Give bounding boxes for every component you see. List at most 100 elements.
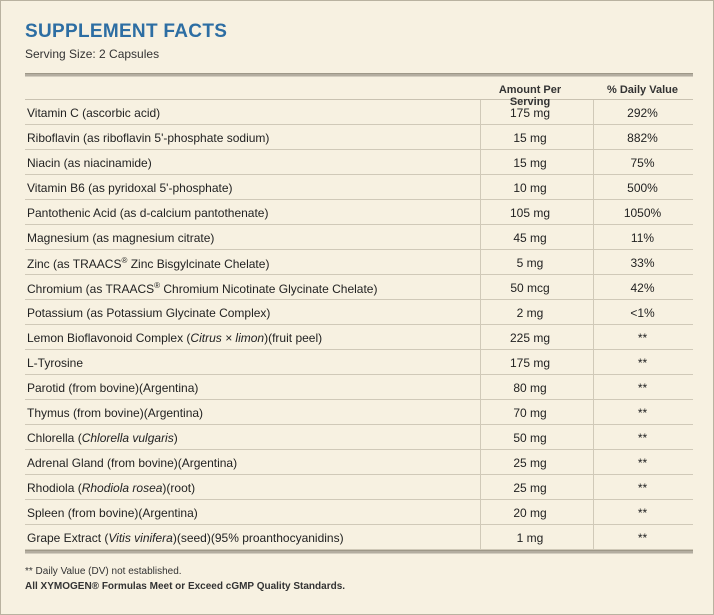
column-divider — [480, 525, 481, 549]
latin-name: Vitis vinifera — [108, 531, 173, 545]
table-row: Parotid (from bovine)(Argentina) 80 mg ** — [25, 375, 693, 400]
daily-value: ** — [637, 456, 648, 470]
column-divider — [593, 300, 594, 324]
column-divider — [593, 275, 594, 299]
ingredient-text: Potassium (as Potassium Glycinate Comple… — [27, 306, 271, 320]
ingredient-name: Potassium (as Potassium Glycinate Comple… — [27, 306, 270, 320]
header-daily-value: % Daily Value — [607, 84, 678, 96]
table-row: Vitamin B6 (as pyridoxal 5'-phosphate) 10… — [25, 175, 693, 200]
amount-per-serving: 25 mg — [513, 481, 547, 495]
serving-size: Serving Size: 2 Capsules — [25, 47, 160, 61]
column-divider — [593, 475, 594, 499]
column-divider — [480, 275, 481, 299]
ingredient-text: Rhodiola ( — [27, 481, 82, 495]
table-row: Niacin (as niacinamide) 15 mg 75% — [25, 150, 693, 175]
table-row: Magnesium (as magnesium citrate) 45 mg 11% — [25, 225, 693, 250]
amount-per-serving: 50 mcg — [510, 281, 550, 295]
amount-per-serving: 15 mg — [513, 131, 547, 145]
ingredient-text: Magnesium (as magnesium citrate) — [27, 231, 215, 245]
column-divider — [480, 375, 481, 399]
ingredient-text: Riboflavin (as riboflavin 5'-phosphate s… — [27, 131, 270, 145]
table-row: Grape Extract (Vitis vinifera)(seed)(95%… — [25, 525, 693, 550]
amount-per-serving: 15 mg — [513, 156, 547, 170]
daily-value: ** — [637, 431, 648, 445]
daily-value: 33% — [630, 256, 655, 270]
table-row: Pantothenic Acid (as d-calcium pantothen… — [25, 200, 693, 225]
latin-name: Citrus × limon — [190, 331, 265, 345]
column-divider — [480, 400, 481, 424]
column-divider — [480, 125, 481, 149]
daily-value: ** — [637, 531, 648, 545]
table-row: Adrenal Gland (from bovine)(Argentina) 25… — [25, 450, 693, 475]
column-divider — [480, 500, 481, 524]
ingredient-text: Spleen (from bovine)(Argentina) — [27, 506, 198, 520]
daily-value: 500% — [627, 181, 658, 195]
ingredient-text: Chlorella ( — [27, 431, 82, 445]
latin-name: Rhodiola rosea — [81, 481, 163, 495]
ingredient-text: Niacin (as niacinamide) — [27, 156, 152, 170]
table-row: Rhodiola (Rhodiola rosea)(root) 25 mg ** — [25, 475, 693, 500]
daily-value: <1% — [630, 306, 655, 320]
daily-value: ** — [637, 481, 648, 495]
table-body: Vitamin C (ascorbic acid) 175 mg 292% Ribof… — [25, 100, 693, 550]
header-amount: Amount Per Serving — [498, 84, 562, 108]
ingredient-name: Chromium (as TRAACS® Chromium Nicotinate… — [27, 281, 377, 296]
daily-value: ** — [637, 331, 648, 345]
column-divider — [593, 125, 594, 149]
column-divider — [480, 250, 481, 274]
ingredient-name: Vitamin B6 (as pyridoxal 5'-phosphate) — [27, 181, 233, 195]
column-divider — [480, 225, 481, 249]
ingredient-text: )(root) — [162, 481, 196, 495]
column-divider — [480, 450, 481, 474]
column-divider — [593, 375, 594, 399]
table-row: Spleen (from bovine)(Argentina) 20 mg ** — [25, 500, 693, 525]
ingredient-name: Niacin (as niacinamide) — [27, 156, 152, 170]
daily-value: ** — [637, 356, 648, 370]
ingredient-text: Pantothenic Acid (as d-calcium pantothen… — [27, 206, 269, 220]
ingredient-text: Parotid (from bovine)(Argentina) — [27, 381, 199, 395]
header-rule — [25, 99, 693, 100]
table-row: Vitamin C (ascorbic acid) 175 mg 292% — [25, 100, 693, 125]
column-divider — [593, 100, 594, 124]
registered-mark: ® — [121, 256, 128, 265]
column-divider — [593, 350, 594, 374]
column-divider — [593, 525, 594, 549]
daily-value: ** — [637, 381, 648, 395]
column-divider — [480, 175, 481, 199]
amount-per-serving: 45 mg — [513, 231, 547, 245]
table-row: Riboflavin (as riboflavin 5'-phosphate s… — [25, 125, 693, 150]
column-divider — [593, 400, 594, 424]
ingredient-text: Vitamin C (ascorbic acid) — [27, 106, 161, 120]
column-divider — [593, 150, 594, 174]
amount-per-serving: 20 mg — [513, 506, 547, 520]
ingredient-name: Riboflavin (as riboflavin 5'-phosphate s… — [27, 131, 269, 145]
ingredient-text: Grape Extract ( — [27, 531, 109, 545]
ingredient-name: Adrenal Gland (from bovine)(Argentina) — [27, 456, 237, 470]
ingredient-name: Vitamin C (ascorbic acid) — [27, 106, 160, 120]
ingredient-text: Vitamin B6 (as pyridoxal 5'-phosphate) — [27, 181, 233, 195]
daily-value: 292% — [627, 106, 658, 120]
column-divider — [593, 175, 594, 199]
column-divider — [480, 475, 481, 499]
daily-value: 11% — [630, 231, 655, 245]
ingredient-text: Lemon Bioflavonoid Complex ( — [27, 331, 191, 345]
ingredient-text: Adrenal Gland (from bovine)(Argentina) — [27, 456, 238, 470]
column-divider — [593, 325, 594, 349]
ingredient-name: Pantothenic Acid (as d-calcium pantothen… — [27, 206, 268, 220]
column-divider — [480, 300, 481, 324]
table-row: Potassium (as Potassium Glycinate Comple… — [25, 300, 693, 325]
ingredient-text: Chromium (as TRAACS — [27, 282, 155, 296]
ingredient-name: Grape Extract (Vitis vinifera)(seed)(95%… — [27, 531, 344, 545]
supplement-table: Amount Per Serving % Daily Value Vitamin… — [25, 73, 693, 554]
amount-per-serving: 2 mg — [516, 306, 544, 320]
table-row: Zinc (as TRAACS® Zinc Bisgylcinate Chela… — [25, 250, 693, 275]
page-title: SUPPLEMENT FACTS — [25, 21, 228, 42]
bottom-rule — [25, 550, 693, 554]
ingredient-text: Chromium Nicotinate Glycinate Chelate) — [160, 282, 378, 296]
ingredient-text: ) — [173, 431, 178, 445]
ingredient-name: Spleen (from bovine)(Argentina) — [27, 506, 198, 520]
daily-value: 1050% — [623, 206, 662, 220]
amount-per-serving: 175 mg — [509, 356, 551, 370]
column-divider — [480, 200, 481, 224]
